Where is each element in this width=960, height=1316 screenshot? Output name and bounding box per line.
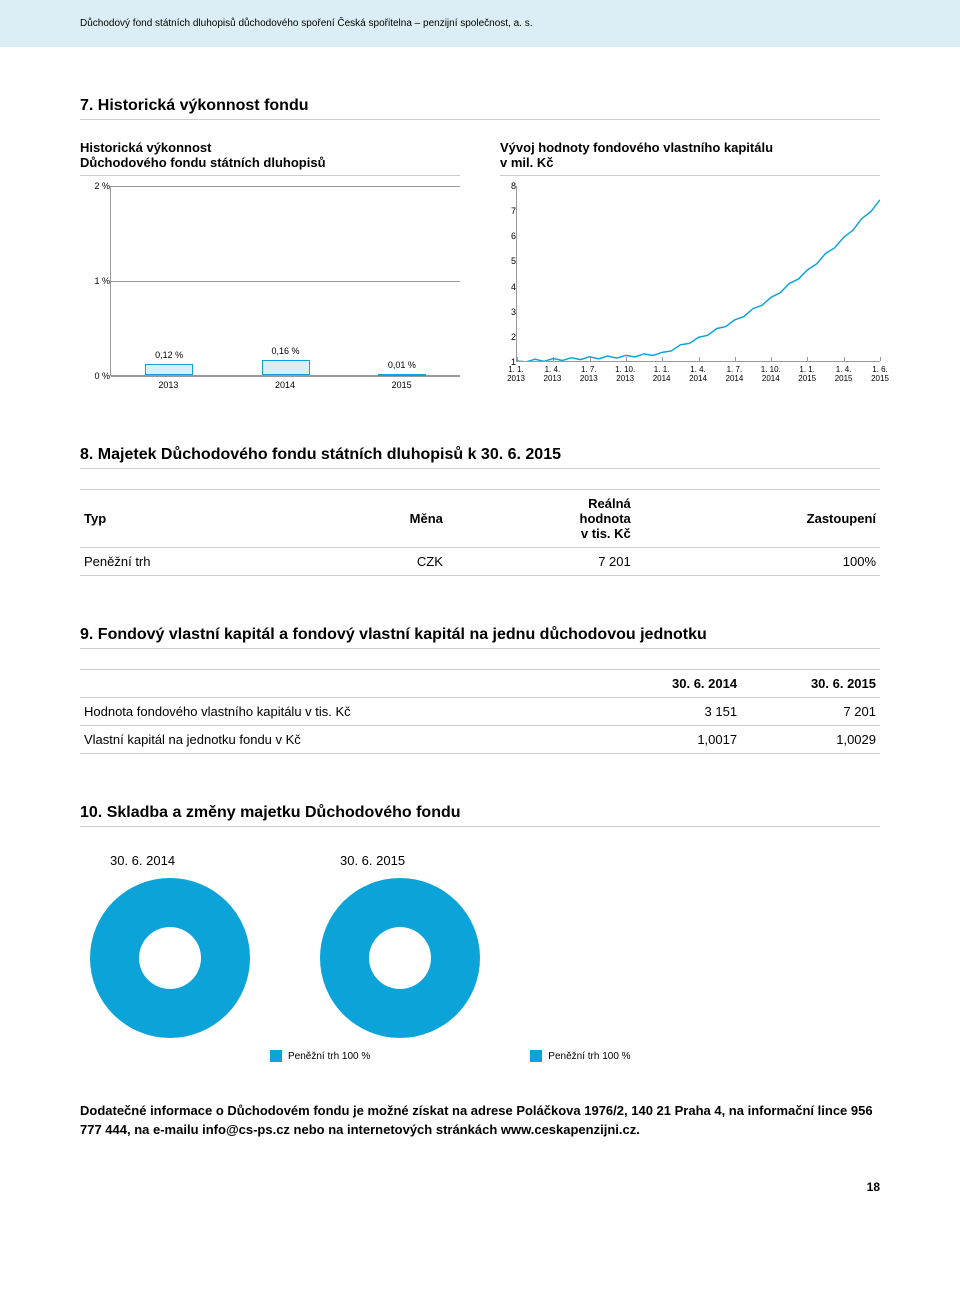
x-tick: 1. 7.2013 [580,366,598,384]
cell: 7 201 [741,698,880,726]
section8-table: Typ Měna Reálnáhodnotav tis. Kč Zastoupe… [80,489,880,576]
x-tick: 1. 10.2014 [761,366,781,384]
line-y-axis: 12345678 [500,186,516,362]
gridline [111,281,460,282]
col-header: Zastoupení [635,490,880,548]
bar: 0,16 % [262,360,310,375]
bar-y-axis: 0 %1 %2 % [80,186,110,376]
header-text: Důchodový fond státních dluhopisů důchod… [80,18,533,29]
footer-text: Dodatečné informace o Důchodovém fondu j… [80,1102,880,1140]
col-header: Typ [80,490,316,548]
x-tick: 1. 1.2015 [798,366,816,384]
bar-value-label: 0,16 % [271,346,299,356]
section8-title: 8. Majetek Důchodového fondu státních dl… [80,446,880,469]
bar-rect [262,360,310,375]
line-chart: 12345678 1. 1.2013 1. 4.2013 1. 7.2013 1. 1… [500,186,880,396]
bar: 0,01 % [378,374,426,375]
col-header: 30. 6. 2014 [602,670,741,698]
section9-title: 9. Fondový vlastní kapitál a fondový vla… [80,626,880,649]
x-tick: 1. 4.2013 [543,366,561,384]
col-header [80,670,602,698]
x-tick: 2015 [392,380,412,390]
cell: Peněžní trh [80,548,316,576]
col-header: 30. 6. 2015 [741,670,880,698]
y-tick: 2 % [94,181,110,191]
x-tick: 1. 7.2014 [725,366,743,384]
cell: 1,0017 [602,726,741,754]
x-tick: 1. 1.2013 [507,366,525,384]
x-tick: 1. 6.2015 [871,366,889,384]
line-x-axis: 1. 1.20131. 4.20131. 7.20131. 10.20131. … [516,362,880,396]
gridline [111,186,460,187]
bar-chart-block: Historická výkonnostDůchodového fondu st… [80,140,460,396]
bar-x-axis: 2013 2014 2015 [110,376,460,396]
pies-row: 30. 6. 2014 30. 6. 2015 [80,847,880,1038]
bar-chart-title: Historická výkonnostDůchodového fondu st… [80,140,460,176]
bar-value-label: 0,01 % [388,360,416,370]
header-band: Důchodový fond státních dluhopisů důchod… [0,0,960,47]
y-tick: 1 % [94,276,110,286]
bar-rect [145,364,193,375]
table-row: Typ Měna Reálnáhodnotav tis. Kč Zastoupe… [80,490,880,548]
line-path [517,200,880,361]
legend-label: Peněžní trh 100 % [288,1051,370,1062]
donut-chart [90,878,250,1038]
bar-value-label: 0,12 % [155,350,183,360]
cell: 7 201 [447,548,635,576]
cell: Hodnota fondového vlastního kapitálu v t… [80,698,602,726]
charts-row: Historická výkonnostDůchodového fondu st… [80,140,880,396]
line-chart-block: Vývoj hodnoty fondového vlastního kapitá… [500,140,880,396]
x-tick: 1. 4.2014 [689,366,707,384]
col-header: Reálnáhodnotav tis. Kč [447,490,635,548]
legend-item: Peněžní trh 100 % [270,1050,370,1062]
x-tick-mark [880,357,881,361]
line-svg [517,186,880,361]
y-tick: 0 % [94,371,110,381]
table-row: Vlastní kapitál na jednotku fondu v Kč 1… [80,726,880,754]
cell: 100% [635,548,880,576]
col-header: Měna [316,490,447,548]
pie-title: 30. 6. 2014 [110,853,250,868]
section10-title: 10. Skladba a změny majetku Důchodového … [80,804,880,827]
bar-plot-area: 0,12 % 0,16 % 0,01 % [110,186,460,376]
line-chart-title: Vývoj hodnoty fondového vlastního kapitá… [500,140,880,176]
page-number: 18 [80,1180,880,1194]
legend-swatch-icon [530,1050,542,1062]
cell: 1,0029 [741,726,880,754]
legend-swatch-icon [270,1050,282,1062]
section7-title: 7. Historická výkonnost fondu [80,97,880,120]
pie-2014: 30. 6. 2014 [80,847,250,1038]
table-row: Peněžní trh CZK 7 201 100% [80,548,880,576]
pie-2015: 30. 6. 2015 [310,847,480,1038]
bar-chart: 0 %1 %2 % 0,12 %0,16 %0,01 % 20132014201… [80,186,460,396]
donut-chart [320,878,480,1038]
x-tick: 2013 [158,380,178,390]
cell: 3 151 [602,698,741,726]
legend-label: Peněžní trh 100 % [548,1051,630,1062]
x-tick: 1. 1.2014 [653,366,671,384]
x-tick: 1. 4.2015 [835,366,853,384]
cell: CZK [316,548,447,576]
pie-title: 30. 6. 2015 [340,853,480,868]
legend-item: Peněžní trh 100 % [530,1050,630,1062]
pie-legends: Peněžní trh 100 % Peněžní trh 100 % [270,1050,880,1062]
page-content: 7. Historická výkonnost fondu Historická… [0,97,960,1234]
x-tick: 2014 [275,380,295,390]
cell: Vlastní kapitál na jednotku fondu v Kč [80,726,602,754]
x-tick: 1. 10.2013 [615,366,635,384]
section9-table: 30. 6. 2014 30. 6. 2015 Hodnota fondovéh… [80,669,880,754]
line-plot-area [516,186,880,362]
table-row: 30. 6. 2014 30. 6. 2015 [80,670,880,698]
table-row: Hodnota fondového vlastního kapitálu v t… [80,698,880,726]
bar: 0,12 % [145,364,193,375]
